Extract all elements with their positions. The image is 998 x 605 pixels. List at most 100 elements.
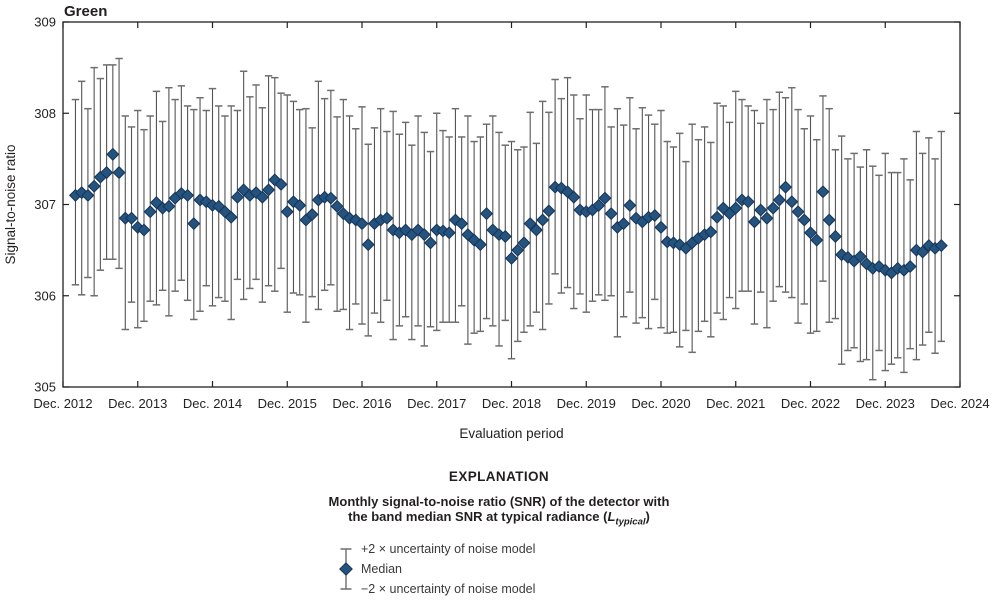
- x-tick-label: Dec. 2016: [332, 396, 391, 411]
- median-point: [81, 188, 95, 202]
- median-point: [100, 166, 114, 180]
- median-point: [542, 204, 556, 218]
- median-point: [822, 213, 836, 227]
- legend-labels: +2 × uncertainty of noise model Median −…: [361, 539, 535, 599]
- median-point: [760, 211, 774, 225]
- median-point: [716, 201, 730, 215]
- l-typical-symbol: L: [607, 509, 616, 524]
- median-point: [149, 196, 163, 210]
- median-point: [504, 251, 519, 265]
- median-point: [230, 190, 244, 204]
- snr-chart: Dec. 2012 Dec. 2013 Dec. 2014 Dec. 2015 Dec.…: [3, 3, 990, 441]
- median-point: [87, 179, 101, 193]
- median-point: [934, 239, 948, 253]
- median-point: [592, 198, 606, 212]
- legend-item-upper-uncertainty: +2 × uncertainty of noise model: [361, 541, 536, 556]
- legend-series-title-close: ): [645, 509, 650, 524]
- median-point: [511, 243, 525, 257]
- median-point: [916, 245, 930, 259]
- median-point: [187, 217, 201, 231]
- median-point: [816, 185, 830, 199]
- x-tick-label: Dec. 2012: [33, 396, 92, 411]
- median-point: [747, 215, 761, 229]
- median-point: [112, 166, 126, 180]
- median-point: [741, 195, 755, 209]
- median-point: [199, 195, 213, 209]
- median-point: [654, 220, 668, 234]
- legend: +2 × uncertainty of noise model Median −…: [337, 539, 998, 599]
- median-point: [841, 250, 855, 264]
- median-point: [386, 223, 400, 237]
- median-point: [598, 191, 612, 205]
- legend-item-median: Median: [361, 561, 402, 576]
- x-tick-label: Dec. 2023: [856, 396, 915, 411]
- median-point: [810, 233, 824, 247]
- legend-item-lower-uncertainty: −2 × uncertainty of noise model: [361, 581, 536, 596]
- median-point: [536, 213, 550, 227]
- median-point: [162, 199, 176, 213]
- median-point: [710, 210, 724, 224]
- median-point: [853, 250, 867, 264]
- legend-series-title-line2: the band median SNR at typical radiance …: [348, 509, 608, 524]
- median-point: [617, 217, 631, 231]
- median-point: [137, 223, 151, 237]
- median-point: [237, 183, 251, 197]
- explanation-header: EXPLANATION: [448, 469, 550, 484]
- median-point: [224, 210, 238, 224]
- median-point: [131, 220, 145, 234]
- x-tick-label: Dec. 2022: [781, 396, 840, 411]
- median-point: [286, 195, 300, 209]
- median-point: [417, 228, 431, 242]
- y-tick-label: 307: [34, 197, 56, 212]
- median-point: [324, 191, 338, 205]
- median-point: [567, 190, 581, 204]
- x-tick-label: Dec. 2018: [482, 396, 541, 411]
- median-point: [305, 208, 319, 222]
- median-point: [797, 213, 811, 227]
- chart-title: Green: [64, 3, 107, 20]
- error-bars-group: [74, 58, 942, 380]
- error-bar-caps-group: [71, 57, 946, 381]
- median-point: [361, 238, 375, 252]
- median-point: [249, 186, 263, 200]
- median-point: [380, 211, 394, 225]
- y-tick-label: 309: [34, 15, 56, 30]
- axis-ticks: [62, 21, 961, 388]
- median-point: [255, 190, 269, 204]
- median-point: [330, 199, 344, 213]
- median-point: [517, 236, 531, 250]
- x-axis-label: Evaluation period: [459, 426, 563, 441]
- median-point: [461, 228, 475, 242]
- median-point: [785, 195, 799, 209]
- median-point: [498, 229, 512, 243]
- median-point: [754, 203, 768, 217]
- median-point: [623, 198, 637, 212]
- x-tick-label: Dec. 2021: [706, 396, 765, 411]
- median-point: [274, 177, 288, 191]
- median-point: [903, 260, 917, 274]
- median-point: [181, 188, 195, 202]
- median-point: [424, 236, 438, 250]
- median-point: [604, 207, 618, 221]
- median-point: [262, 183, 276, 197]
- median-point: [529, 223, 543, 237]
- median-point: [648, 208, 662, 222]
- median-point: [106, 147, 120, 161]
- median-point: [280, 205, 294, 219]
- median-point: [828, 229, 842, 243]
- y-tick-label: 308: [34, 106, 56, 121]
- median-point: [779, 180, 793, 194]
- median-point: [772, 193, 786, 207]
- median-point: [766, 201, 780, 215]
- median-point: [523, 217, 537, 231]
- median-point: [473, 238, 487, 252]
- x-tick-label: Dec. 2014: [183, 396, 242, 411]
- y-axis-label: Signal-to-noise ratio: [3, 144, 18, 264]
- x-tick-label: Dec. 2024: [930, 396, 989, 411]
- y-tick-label: 306: [34, 288, 56, 303]
- median-point: [455, 217, 469, 231]
- explanation-section: EXPLANATION Monthly signal-to-noise rati…: [0, 469, 998, 599]
- median-points-group: [68, 147, 948, 280]
- median-point: [878, 263, 892, 277]
